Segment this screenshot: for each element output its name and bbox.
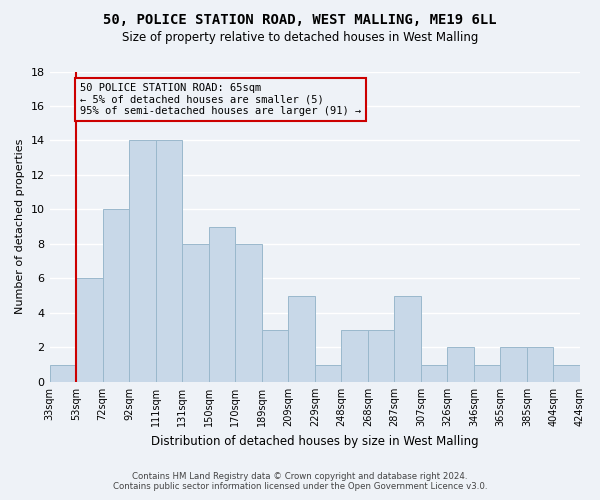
Bar <box>421 364 448 382</box>
Bar <box>553 364 580 382</box>
Bar <box>155 140 182 382</box>
Bar <box>500 348 527 382</box>
Text: Size of property relative to detached houses in West Malling: Size of property relative to detached ho… <box>122 31 478 44</box>
Bar <box>129 140 155 382</box>
Bar <box>341 330 368 382</box>
Bar <box>235 244 262 382</box>
Bar <box>474 364 500 382</box>
Y-axis label: Number of detached properties: Number of detached properties <box>15 139 25 314</box>
Bar <box>448 348 474 382</box>
Bar <box>262 330 288 382</box>
Text: Contains HM Land Registry data © Crown copyright and database right 2024.
Contai: Contains HM Land Registry data © Crown c… <box>113 472 487 491</box>
Bar <box>182 244 209 382</box>
Bar <box>76 278 103 382</box>
Bar <box>103 210 129 382</box>
Bar <box>209 226 235 382</box>
Bar <box>527 348 553 382</box>
Bar <box>315 364 341 382</box>
X-axis label: Distribution of detached houses by size in West Malling: Distribution of detached houses by size … <box>151 434 479 448</box>
Bar <box>50 364 76 382</box>
Bar <box>288 296 315 382</box>
Text: 50 POLICE STATION ROAD: 65sqm
← 5% of detached houses are smaller (5)
95% of sem: 50 POLICE STATION ROAD: 65sqm ← 5% of de… <box>80 82 361 116</box>
Bar <box>368 330 394 382</box>
Bar <box>394 296 421 382</box>
Text: 50, POLICE STATION ROAD, WEST MALLING, ME19 6LL: 50, POLICE STATION ROAD, WEST MALLING, M… <box>103 12 497 26</box>
